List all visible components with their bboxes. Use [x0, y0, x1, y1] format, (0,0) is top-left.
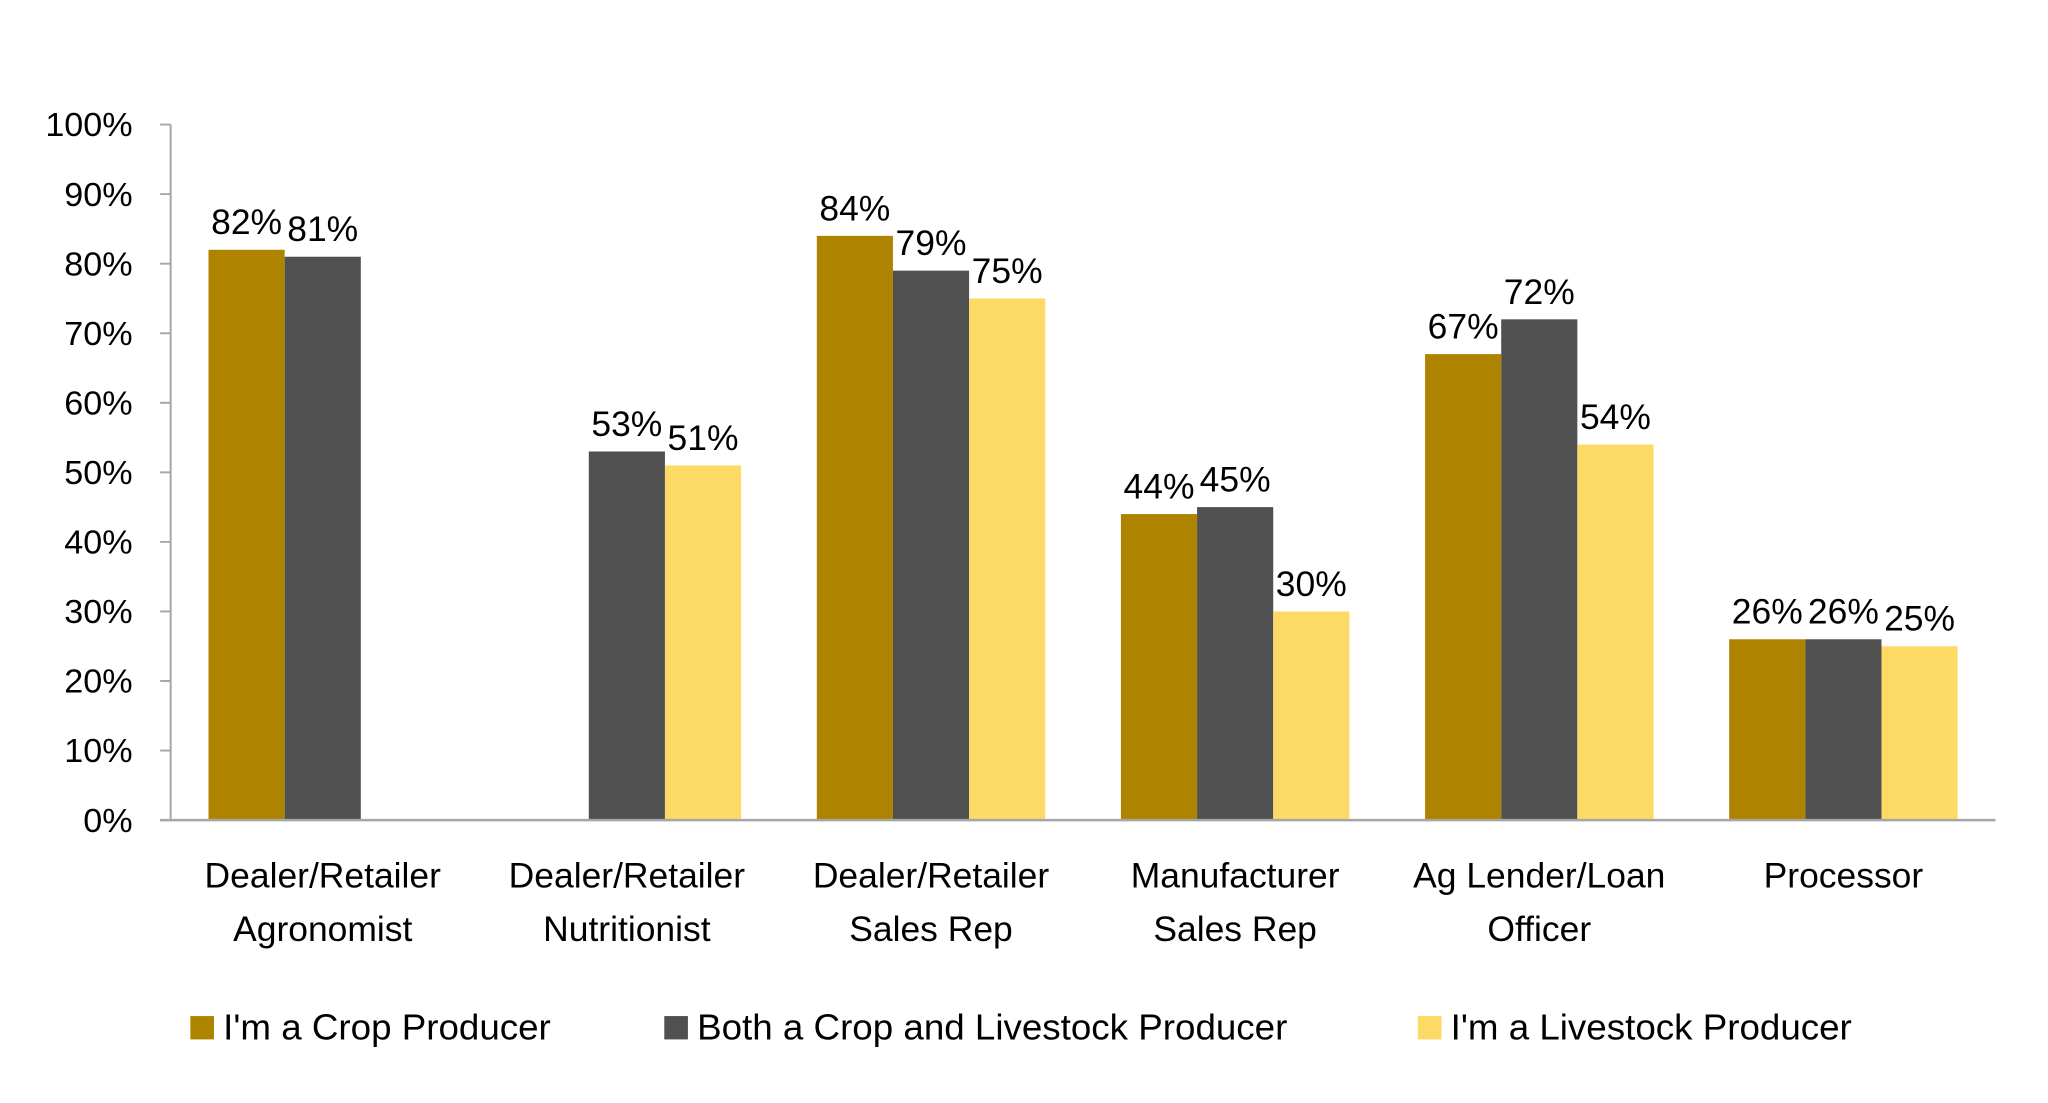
- y-tick-label: 10%: [64, 732, 132, 770]
- legend: I'm a Crop Producer Both a Crop and Lives…: [190, 1007, 1852, 1048]
- bar: [1881, 646, 1958, 821]
- data-label: 84%: [819, 189, 890, 228]
- y-tick-label: 70%: [64, 315, 132, 353]
- y-tick-label: 100%: [45, 106, 132, 144]
- x-tick-label: Nutritionist: [543, 910, 711, 949]
- bar: [588, 451, 665, 821]
- x-tick-label: Manufacturer: [1131, 857, 1340, 896]
- data-label: 53%: [591, 405, 662, 444]
- bar: [284, 256, 361, 821]
- data-label: 44%: [1124, 468, 1195, 507]
- data-label: 26%: [1732, 593, 1803, 632]
- data-label: 81%: [287, 210, 358, 249]
- legend-swatch: [664, 1016, 688, 1040]
- data-label: 25%: [1884, 600, 1955, 639]
- x-tick-label: Dealer/Retailer: [813, 857, 1050, 896]
- y-tick-label: 60%: [64, 385, 132, 423]
- data-label: 82%: [211, 203, 282, 242]
- bar: [816, 235, 893, 821]
- data-label: 79%: [896, 224, 967, 263]
- bar: [664, 465, 742, 821]
- x-tick-label: Dealer/Retailer: [205, 857, 442, 896]
- data-label: 30%: [1276, 565, 1347, 604]
- x-tick-label: Processor: [1764, 857, 1924, 896]
- legend-label: I'm a Livestock Producer: [1451, 1007, 1852, 1048]
- bar: [1729, 639, 1806, 821]
- bar: [892, 270, 970, 821]
- y-tick-label: 80%: [64, 246, 132, 284]
- bar: [1805, 639, 1882, 821]
- x-tick-label: Officer: [1487, 910, 1591, 949]
- y-tick-label: 30%: [64, 593, 132, 631]
- data-label: 45%: [1200, 461, 1271, 500]
- y-tick-label: 0%: [83, 802, 132, 840]
- y-tick-label: 90%: [64, 176, 132, 214]
- legend-label: Both a Crop and Livestock Producer: [697, 1007, 1287, 1048]
- x-tick-label: Ag Lender/Loan: [1413, 857, 1665, 896]
- bar: [969, 298, 1046, 821]
- x-axis: Dealer/Retailer Agronomist Dealer/Retailer…: [160, 818, 1996, 949]
- y-tick-label: 20%: [64, 663, 132, 701]
- x-tick-label: Dealer/Retailer: [509, 857, 746, 896]
- bar: [1501, 319, 1578, 821]
- x-tick-label: Agronomist: [233, 910, 412, 949]
- legend-swatch: [1417, 1016, 1442, 1040]
- bar: [1120, 514, 1198, 821]
- data-label: 67%: [1428, 308, 1499, 347]
- x-tick-label: Sales Rep: [849, 910, 1013, 949]
- data-label: 26%: [1808, 593, 1879, 632]
- bar: [208, 249, 285, 821]
- x-tick-label: Sales Rep: [1153, 910, 1317, 949]
- bars: 82% 81% 53% 51% 84%79%75% 44% 45% 30% 67%72% 54% 2…: [208, 189, 1958, 821]
- y-tick-label: 40%: [64, 524, 132, 562]
- bar: [1425, 354, 1502, 821]
- data-label: 54%: [1580, 398, 1651, 437]
- bar: [1273, 611, 1350, 821]
- data-label: 72%: [1504, 273, 1575, 312]
- legend-swatch: [190, 1016, 214, 1040]
- data-label: 75%: [972, 252, 1043, 291]
- data-label: 51%: [668, 419, 739, 458]
- y-axis: 0% 10% 20% 30% 40% 50% 60% 70% 80% 90% 100%: [45, 106, 172, 840]
- legend-label: I'm a Crop Producer: [223, 1007, 551, 1048]
- y-tick-label: 50%: [64, 454, 132, 492]
- bar: [1197, 507, 1274, 821]
- bar: [1577, 444, 1654, 821]
